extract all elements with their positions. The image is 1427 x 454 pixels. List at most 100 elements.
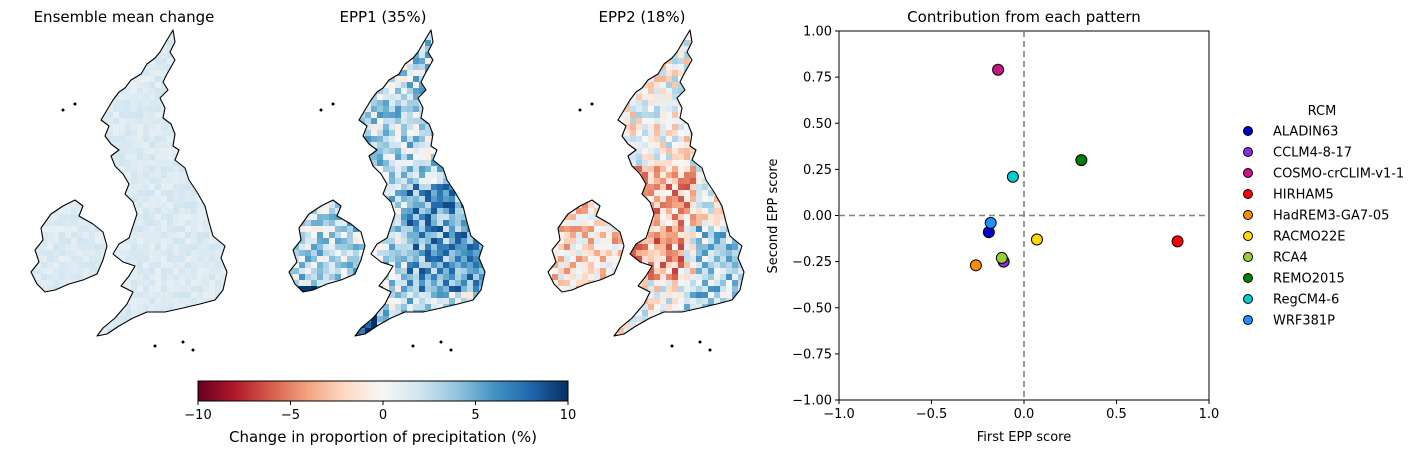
map-panel-epp2: EPP2 (18%)	[547, 8, 745, 352]
x-tick-label: 0.5	[1106, 407, 1127, 422]
legend-marker	[1243, 252, 1253, 262]
legend-label: HadREM3-GA7-05	[1273, 209, 1389, 224]
legend-label: RACMO22E	[1273, 230, 1345, 245]
y-tick-label: −0.25	[792, 255, 832, 270]
point-wrf381p	[984, 216, 997, 229]
colorbar-tick-label: 5	[471, 408, 479, 423]
legend-item: HadREM3-GA7-05	[1243, 209, 1389, 224]
legend-title: RCM	[1308, 104, 1337, 119]
legend-label: RegCM4-6	[1273, 293, 1339, 308]
map-title: Ensemble mean change	[34, 8, 215, 26]
point-hadrem3-ga7-05	[969, 259, 982, 272]
x-axis-ticks: −1.0 −0.5 0.0 0.5 1.0	[823, 400, 1219, 422]
scatter-chart: Contribution from each pattern −1.0 −0.5 0…	[766, 8, 1219, 445]
colorbar: −10 −5 0 5 10 Change in proportion of precip…	[184, 380, 576, 446]
island	[590, 102, 594, 106]
island	[191, 348, 195, 352]
precip-field	[548, 30, 744, 336]
island	[181, 340, 185, 344]
colorbar-tick-label: 0	[379, 408, 387, 423]
legend-label: COSMO-crCLIM-v1-1	[1273, 167, 1404, 182]
island	[670, 344, 674, 348]
legend-item: HIRHAM5	[1243, 188, 1334, 203]
precip-field	[289, 30, 485, 336]
legend-marker	[1243, 294, 1253, 304]
point-cosmo-crclim-v1-1	[992, 63, 1005, 76]
x-tick-label: −0.5	[916, 407, 948, 422]
island	[708, 348, 712, 352]
island	[698, 340, 702, 344]
map-body	[288, 29, 486, 352]
y-axis-ticks: 1.00 0.75 0.50 0.25 0.00 −0.25 −0.50 −0.75 −1.00	[792, 25, 839, 409]
legend-label: CCLM4-8-17	[1273, 146, 1352, 161]
legend-item: ALADIN63	[1243, 125, 1338, 140]
y-axis-label: Second EPP score	[766, 159, 781, 274]
map-panel-ensemble-mean: Ensemble mean change	[30, 8, 228, 352]
legend-label: ALADIN63	[1273, 125, 1338, 140]
island	[61, 108, 65, 112]
colorbar-tick-label: 10	[560, 408, 577, 423]
island	[411, 344, 415, 348]
legend-item: RegCM4-6	[1243, 293, 1339, 308]
legend-marker	[1243, 210, 1253, 220]
y-tick-label: −1.00	[792, 394, 832, 409]
legend-item: WRF381P	[1243, 314, 1335, 329]
colorbar-tick-label: −10	[184, 408, 211, 423]
legend-marker	[1243, 231, 1253, 241]
y-tick-label: 0.25	[803, 163, 832, 178]
colorbar-label: Change in proportion of precipitation (%…	[229, 428, 537, 446]
island	[319, 108, 323, 112]
y-tick-label: −0.50	[792, 301, 832, 316]
y-tick-label: 0.75	[803, 71, 832, 86]
island	[153, 344, 157, 348]
legend-marker	[1243, 168, 1253, 178]
data-points	[969, 63, 1184, 272]
point-rca4	[995, 251, 1008, 264]
x-tick-label: 0.0	[1014, 407, 1035, 422]
y-tick-label: 0.00	[803, 209, 832, 224]
island	[439, 340, 443, 344]
legend-item: RCA4	[1243, 251, 1308, 266]
map-body	[547, 29, 745, 352]
map-panel-epp1: EPP1 (35%)	[288, 8, 486, 352]
legend-label: RCA4	[1273, 251, 1308, 266]
map-title: EPP1 (35%)	[340, 8, 427, 26]
legend-item: CCLM4-8-17	[1243, 146, 1352, 161]
y-tick-label: 0.50	[803, 117, 832, 132]
x-tick-label: −1.0	[823, 407, 855, 422]
point-regcm4-6	[1006, 170, 1019, 183]
y-tick-label: 1.00	[803, 25, 832, 40]
colorbar-tick-label: −5	[281, 408, 300, 423]
legend-marker	[1243, 273, 1253, 283]
point-remo2015	[1075, 154, 1088, 167]
legend-marker	[1243, 315, 1253, 325]
colorbar-gradient	[197, 380, 569, 402]
legend-label: REMO2015	[1273, 272, 1345, 287]
island	[331, 102, 335, 106]
precip-field	[31, 30, 227, 336]
x-axis-label: First EPP score	[977, 430, 1071, 445]
y-tick-label: −0.75	[792, 347, 832, 362]
legend-items: ALADIN63 CCLM4-8-17 COSMO-crCLIM-v1-1 HIRHA…	[1243, 125, 1404, 329]
legend: RCM ALADIN63 CCLM4-8-17 COSMO-crCLIM-v1-1 H…	[1243, 104, 1404, 329]
legend-item: COSMO-crCLIM-v1-1	[1243, 167, 1404, 182]
point-racmo22e	[1030, 233, 1043, 246]
island	[449, 348, 453, 352]
legend-item: REMO2015	[1243, 272, 1345, 287]
point-hirham5	[1171, 235, 1184, 248]
map-title: EPP2 (18%)	[599, 8, 686, 26]
legend-marker	[1243, 189, 1253, 199]
reference-lines	[839, 31, 1209, 400]
legend-marker	[1243, 126, 1253, 136]
island	[73, 102, 77, 106]
legend-marker	[1243, 147, 1253, 157]
x-tick-label: 1.0	[1199, 407, 1220, 422]
legend-item: RACMO22E	[1243, 230, 1345, 245]
colorbar-ticks: −10 −5 0 5 10	[184, 401, 576, 423]
map-body	[30, 29, 228, 352]
island	[578, 108, 582, 112]
legend-label: HIRHAM5	[1273, 188, 1334, 203]
chart-title: Contribution from each pattern	[907, 8, 1141, 26]
legend-label: WRF381P	[1273, 314, 1335, 329]
